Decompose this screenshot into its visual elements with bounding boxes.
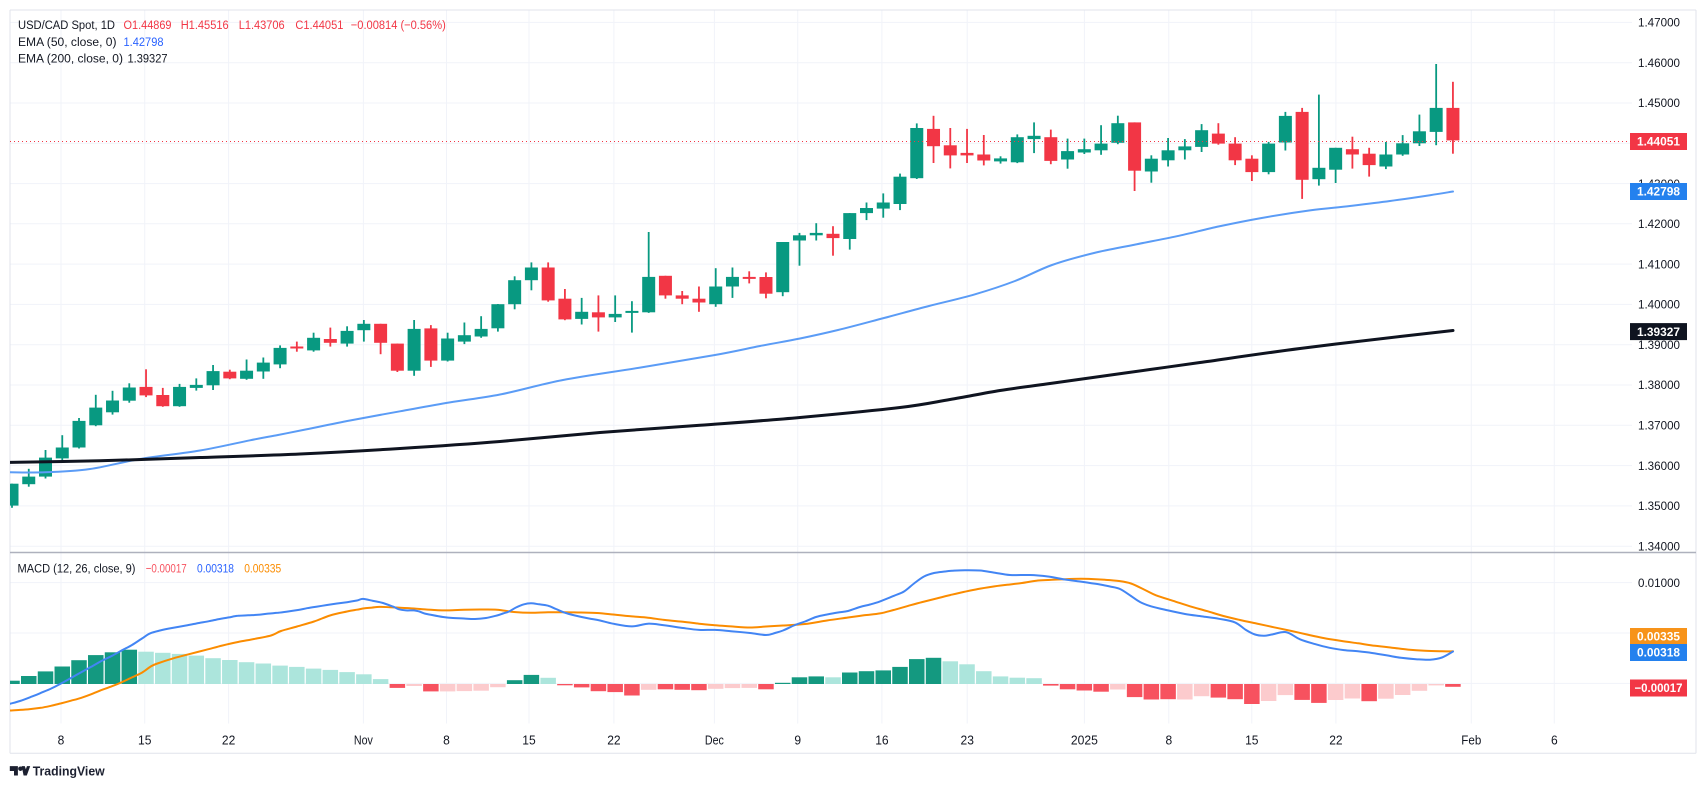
svg-text:USD/CAD Spot, 1D: USD/CAD Spot, 1D: [18, 18, 115, 32]
svg-text:1.38000: 1.38000: [1638, 378, 1680, 392]
svg-text:−0.00814 (−0.56%): −0.00814 (−0.56%): [351, 18, 446, 32]
svg-text:8: 8: [58, 732, 65, 747]
svg-text:1.47000: 1.47000: [1638, 16, 1680, 30]
svg-text:1.39000: 1.39000: [1638, 338, 1680, 352]
svg-text:EMA (200, close, 0): EMA (200, close, 0): [18, 52, 123, 66]
svg-text:1.39327: 1.39327: [128, 52, 168, 66]
svg-text:TradingView: TradingView: [33, 764, 106, 779]
svg-text:Feb: Feb: [1461, 732, 1481, 747]
svg-text:1.42000: 1.42000: [1638, 217, 1680, 231]
svg-text:0.00318: 0.00318: [1637, 646, 1680, 660]
svg-text:C1.44051: C1.44051: [295, 18, 343, 32]
svg-text:0.00318: 0.00318: [197, 561, 234, 575]
svg-text:H1.45516: H1.45516: [181, 18, 229, 32]
svg-text:15: 15: [1245, 732, 1258, 747]
svg-text:0.00335: 0.00335: [244, 561, 281, 575]
svg-text:O1.44869: O1.44869: [124, 18, 172, 32]
svg-text:Dec: Dec: [705, 732, 724, 747]
svg-text:8: 8: [1165, 732, 1172, 747]
svg-text:1.45000: 1.45000: [1638, 96, 1680, 110]
svg-text:1.44051: 1.44051: [1637, 135, 1680, 149]
svg-text:Nov: Nov: [354, 732, 373, 747]
svg-text:2025: 2025: [1071, 732, 1098, 747]
svg-text:EMA (50, close, 0): EMA (50, close, 0): [18, 35, 117, 49]
svg-text:22: 22: [607, 732, 620, 747]
svg-text:15: 15: [138, 732, 151, 747]
svg-text:8: 8: [443, 732, 450, 747]
svg-text:1.36000: 1.36000: [1638, 459, 1680, 473]
svg-text:1.40000: 1.40000: [1638, 298, 1680, 312]
svg-text:0.01000: 0.01000: [1638, 576, 1680, 590]
svg-text:23: 23: [961, 732, 974, 747]
svg-text:1.42798: 1.42798: [1637, 185, 1680, 199]
svg-text:16: 16: [875, 732, 888, 747]
svg-text:1.39327: 1.39327: [1637, 325, 1680, 339]
svg-text:1.41000: 1.41000: [1638, 257, 1680, 271]
svg-text:22: 22: [222, 732, 235, 747]
svg-text:−0.00017: −0.00017: [1635, 681, 1683, 695]
svg-text:1.34000: 1.34000: [1638, 539, 1680, 553]
svg-text:1.46000: 1.46000: [1638, 56, 1680, 70]
svg-text:L1.43706: L1.43706: [239, 18, 285, 32]
svg-text:1.37000: 1.37000: [1638, 419, 1680, 433]
svg-text:22: 22: [1329, 732, 1342, 747]
svg-text:15: 15: [522, 732, 535, 747]
svg-text:1.42798: 1.42798: [124, 35, 164, 49]
svg-text:1.35000: 1.35000: [1638, 499, 1680, 513]
svg-text:9: 9: [794, 732, 801, 747]
svg-text:6: 6: [1551, 732, 1558, 747]
svg-text:MACD (12, 26, close, 9): MACD (12, 26, close, 9): [18, 561, 136, 575]
svg-text:0.00335: 0.00335: [1637, 630, 1680, 644]
svg-text:−0.00017: −0.00017: [146, 561, 187, 575]
